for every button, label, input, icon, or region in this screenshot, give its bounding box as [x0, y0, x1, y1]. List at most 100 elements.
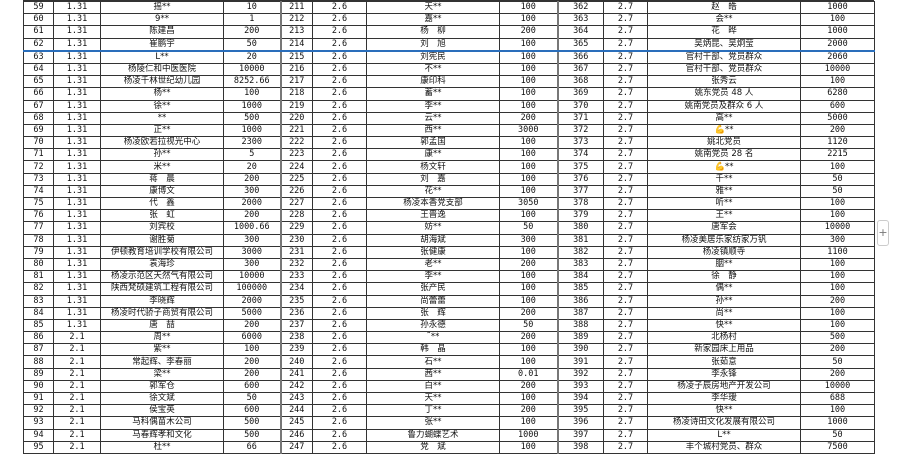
amount-cell[interactable]: 20	[223, 160, 282, 174]
row-number-cell[interactable]: 226	[280, 184, 313, 199]
date-cell[interactable]: 2.7	[603, 318, 648, 333]
row-number-cell[interactable]: 66	[23, 87, 54, 101]
amount-cell[interactable]: 200	[223, 367, 282, 381]
date-cell[interactable]: 2.7	[603, 196, 648, 211]
donor-name-cell[interactable]: 张秀云	[647, 75, 801, 89]
row-number-cell[interactable]: 395	[557, 404, 604, 418]
donor-name-cell[interactable]: 西**	[366, 123, 500, 138]
date-cell[interactable]: 2.1	[53, 331, 101, 345]
donor-name-cell[interactable]: 刘 嘉	[366, 172, 500, 186]
row-number-cell[interactable]: 61	[23, 25, 54, 39]
date-cell[interactable]: 2.7	[603, 416, 648, 430]
amount-cell[interactable]: 1000	[800, 25, 875, 39]
date-cell[interactable]: 2.6	[312, 75, 367, 89]
donor-name-cell[interactable]: 快**	[647, 404, 801, 418]
donor-name-cell[interactable]: 刘宪民	[366, 50, 500, 64]
donor-name-cell[interactable]: 陈建昌	[100, 25, 224, 39]
date-cell[interactable]: 2.7	[603, 331, 648, 345]
date-cell[interactable]: 2.6	[312, 87, 367, 101]
date-cell[interactable]: 2.7	[603, 343, 648, 357]
date-cell[interactable]: 2.1	[53, 355, 101, 369]
donor-name-cell[interactable]: 官村干部、党员群众	[647, 62, 801, 77]
date-cell[interactable]: 2.6	[312, 270, 367, 284]
date-cell[interactable]: 2.7	[603, 25, 648, 39]
amount-cell[interactable]: 100	[499, 62, 559, 77]
row-number-cell[interactable]: 217	[280, 75, 313, 89]
row-number-cell[interactable]: 385	[557, 282, 604, 296]
row-number-cell[interactable]: 239	[280, 343, 313, 357]
date-cell[interactable]: 2.6	[312, 416, 367, 430]
donor-name-cell[interactable]: 老**	[366, 257, 500, 272]
donor-name-cell[interactable]: 徐 静	[647, 270, 801, 284]
row-number-cell[interactable]: 232	[280, 257, 313, 272]
amount-cell[interactable]: 20	[223, 50, 282, 64]
donor-name-cell[interactable]: 马春辉孝和文化	[100, 428, 224, 442]
row-number-cell[interactable]: 90	[23, 379, 54, 394]
row-number-cell[interactable]: 377	[557, 184, 604, 199]
row-number-cell[interactable]: 381	[557, 233, 604, 247]
date-cell[interactable]: 2.1	[53, 379, 101, 394]
donor-name-cell[interactable]: 姚北党员	[647, 136, 801, 150]
amount-cell[interactable]: 1000	[800, 0, 875, 15]
row-number-cell[interactable]: 95	[23, 440, 54, 454]
amount-cell[interactable]: 2000	[223, 196, 282, 211]
donor-name-cell[interactable]: 杜**	[100, 440, 224, 454]
donor-name-cell[interactable]: 杨凌本香党支部	[366, 196, 500, 211]
donor-name-cell[interactable]: 嘉**	[366, 13, 500, 27]
date-cell[interactable]: 2.6	[312, 0, 367, 15]
donor-name-cell[interactable]: 谢胜菊	[100, 233, 224, 247]
row-number-cell[interactable]: 94	[23, 428, 54, 442]
donor-name-cell[interactable]: 唐 喆	[100, 318, 224, 333]
amount-cell[interactable]: 6280	[800, 87, 875, 101]
amount-cell[interactable]: 50	[499, 318, 559, 333]
donor-name-cell[interactable]: 吴炳昆、吴炯莹	[647, 37, 801, 52]
donor-name-cell[interactable]: 千**	[647, 172, 801, 186]
donor-name-cell[interactable]: 唐军会	[647, 221, 801, 235]
amount-cell[interactable]: 500	[800, 331, 875, 345]
amount-cell[interactable]: 1000	[800, 416, 875, 430]
donor-name-cell[interactable]: 杨凌诗田文化发展有限公司	[647, 416, 801, 430]
donor-name-cell[interactable]: 蓄**	[366, 87, 500, 101]
amount-cell[interactable]: 100	[499, 440, 559, 454]
row-number-cell[interactable]: 364	[557, 25, 604, 39]
date-cell[interactable]: 1.31	[53, 172, 101, 186]
amount-cell[interactable]: 200	[499, 257, 559, 272]
amount-cell[interactable]: 200	[499, 111, 559, 125]
amount-cell[interactable]: 10	[223, 0, 282, 15]
row-number-cell[interactable]: 74	[23, 184, 54, 199]
date-cell[interactable]: 2.7	[603, 111, 648, 125]
donor-name-cell[interactable]: 杨凌千林世纪幼儿园	[100, 75, 224, 89]
donor-name-cell[interactable]: 杨凌示范区天然气有限公司	[100, 270, 224, 284]
donor-name-cell[interactable]: 紫**	[100, 343, 224, 357]
row-number-cell[interactable]: 388	[557, 318, 604, 333]
donor-name-cell[interactable]: 杨文轩	[366, 160, 500, 174]
row-number-cell[interactable]: 80	[23, 257, 54, 272]
amount-cell[interactable]: 3000	[223, 245, 282, 259]
amount-cell[interactable]: 100	[800, 318, 875, 333]
donor-name-cell[interactable]: 正**	[100, 123, 224, 138]
amount-cell[interactable]: 10000	[223, 270, 282, 284]
row-number-cell[interactable]: 67	[23, 99, 54, 113]
row-number-cell[interactable]: 236	[280, 306, 313, 320]
date-cell[interactable]: 2.7	[603, 294, 648, 308]
donor-name-cell[interactable]: 张 辉	[366, 306, 500, 320]
amount-cell[interactable]: 100	[499, 87, 559, 101]
donor-name-cell[interactable]: 徐**	[100, 99, 224, 113]
date-cell[interactable]: 1.31	[53, 111, 101, 125]
date-cell[interactable]: 1.31	[53, 50, 101, 64]
row-number-cell[interactable]: 374	[557, 148, 604, 162]
amount-cell[interactable]: 7500	[800, 440, 875, 454]
amount-cell[interactable]: 688	[800, 391, 875, 406]
row-number-cell[interactable]: 245	[280, 416, 313, 430]
donor-name-cell[interactable]: 王晋逸	[366, 209, 500, 223]
date-cell[interactable]: 2.6	[312, 172, 367, 186]
date-cell[interactable]: 1.31	[53, 13, 101, 27]
row-number-cell[interactable]: 373	[557, 136, 604, 150]
row-number-cell[interactable]: 367	[557, 62, 604, 77]
amount-cell[interactable]: 200	[223, 25, 282, 39]
donor-name-cell[interactable]: 孙**	[100, 148, 224, 162]
row-number-cell[interactable]: 398	[557, 440, 604, 454]
date-cell[interactable]: 1.31	[53, 75, 101, 89]
donor-name-cell[interactable]: 杨 柳	[366, 25, 500, 39]
row-number-cell[interactable]: 393	[557, 379, 604, 394]
